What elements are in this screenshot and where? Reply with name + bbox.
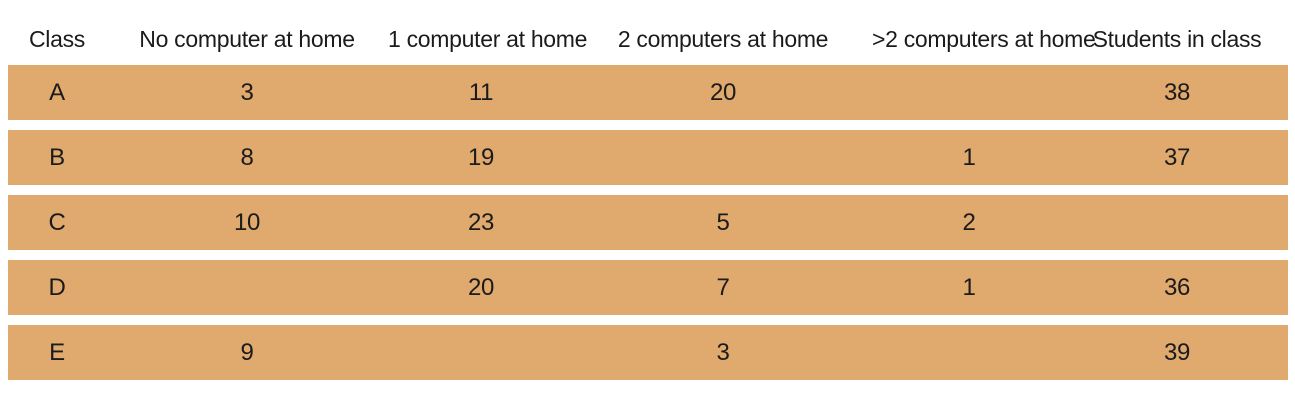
cell-one-computer: 23: [467, 208, 495, 236]
cell-class-label: D: [48, 273, 66, 301]
cell-no-computer: 3: [240, 78, 254, 106]
column-header-more-than-two-computers: >2 computers at home: [872, 25, 1096, 52]
cell-more-than-two-computers: 1: [962, 143, 976, 171]
cell-two-computers: 3: [716, 338, 730, 366]
cell-class-label: A: [49, 78, 65, 106]
cell-students-in-class: 38: [1163, 78, 1191, 106]
cell-students-in-class: 36: [1163, 273, 1191, 301]
cell-more-than-two-computers: 1: [962, 273, 976, 301]
cell-one-computer: 19: [467, 143, 495, 171]
cell-students-in-class: 37: [1163, 143, 1191, 171]
cell-two-computers: 7: [716, 273, 730, 301]
cell-class-label: C: [48, 208, 66, 236]
cell-no-computer: 10: [233, 208, 261, 236]
table-row-class-c: C 10 23 5 2: [8, 195, 1288, 250]
table-row-class-e: E 9 3 39: [8, 325, 1288, 380]
column-header-two-computers: 2 computers at home: [617, 25, 829, 52]
cell-two-computers: 20: [709, 78, 737, 106]
cell-class-label: B: [49, 143, 65, 171]
cell-two-computers: 5: [716, 208, 730, 236]
cell-class-label: E: [49, 338, 65, 366]
table-row-class-a: A 3 11 20 38: [8, 65, 1288, 120]
column-header-class: Class: [28, 25, 85, 52]
cell-no-computer: 8: [240, 143, 254, 171]
column-header-students-in-class: Students in class: [1092, 25, 1262, 52]
table-header-row: Class No computer at home 1 computer at …: [8, 0, 1288, 65]
cell-no-computer: 9: [240, 338, 254, 366]
cell-one-computer: 11: [468, 78, 494, 106]
cell-more-than-two-computers: 2: [962, 208, 976, 236]
column-header-one-computer: 1 computer at home: [388, 25, 588, 52]
table-row-class-d: D 20 7 1 36: [8, 260, 1288, 315]
cell-students-in-class: 39: [1163, 338, 1191, 366]
table-row-class-b: B 8 19 1 37: [8, 130, 1288, 185]
cell-one-computer: 20: [467, 273, 495, 301]
column-header-no-computer: No computer at home: [139, 25, 355, 52]
computers-at-home-table: Class No computer at home 1 computer at …: [8, 0, 1288, 380]
